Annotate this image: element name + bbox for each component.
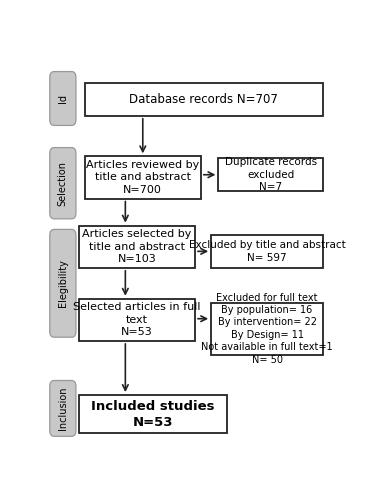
Text: Inclusion: Inclusion [58, 386, 68, 430]
Text: Selected articles in full
text
N=53: Selected articles in full text N=53 [73, 302, 201, 338]
Text: Included studies
N=53: Included studies N=53 [91, 400, 215, 428]
Text: Id: Id [58, 94, 68, 103]
FancyBboxPatch shape [79, 395, 227, 434]
FancyBboxPatch shape [85, 83, 323, 116]
FancyBboxPatch shape [85, 156, 201, 198]
Text: Duplicate records
excluded
N=7: Duplicate records excluded N=7 [225, 157, 317, 192]
FancyBboxPatch shape [79, 298, 195, 341]
Text: Selection: Selection [58, 160, 68, 206]
Text: Elegibility: Elegibility [58, 260, 68, 307]
FancyBboxPatch shape [50, 72, 76, 126]
Text: Articles reviewed by
title and abstract
N=700: Articles reviewed by title and abstract … [86, 160, 200, 195]
FancyBboxPatch shape [79, 226, 195, 268]
FancyBboxPatch shape [50, 148, 76, 219]
FancyBboxPatch shape [211, 302, 323, 354]
FancyBboxPatch shape [50, 230, 76, 337]
Text: Excluded for full text
By population= 16
By intervention= 22
By Design= 11
Not a: Excluded for full text By population= 16… [201, 292, 333, 364]
FancyBboxPatch shape [218, 158, 323, 191]
Text: Excluded by title and abstract
N= 597: Excluded by title and abstract N= 597 [189, 240, 345, 262]
FancyBboxPatch shape [211, 235, 323, 268]
Text: Articles selected by
title and abstract
N=103: Articles selected by title and abstract … [82, 230, 192, 264]
FancyBboxPatch shape [50, 380, 76, 436]
Text: Database records N=707: Database records N=707 [129, 93, 278, 106]
